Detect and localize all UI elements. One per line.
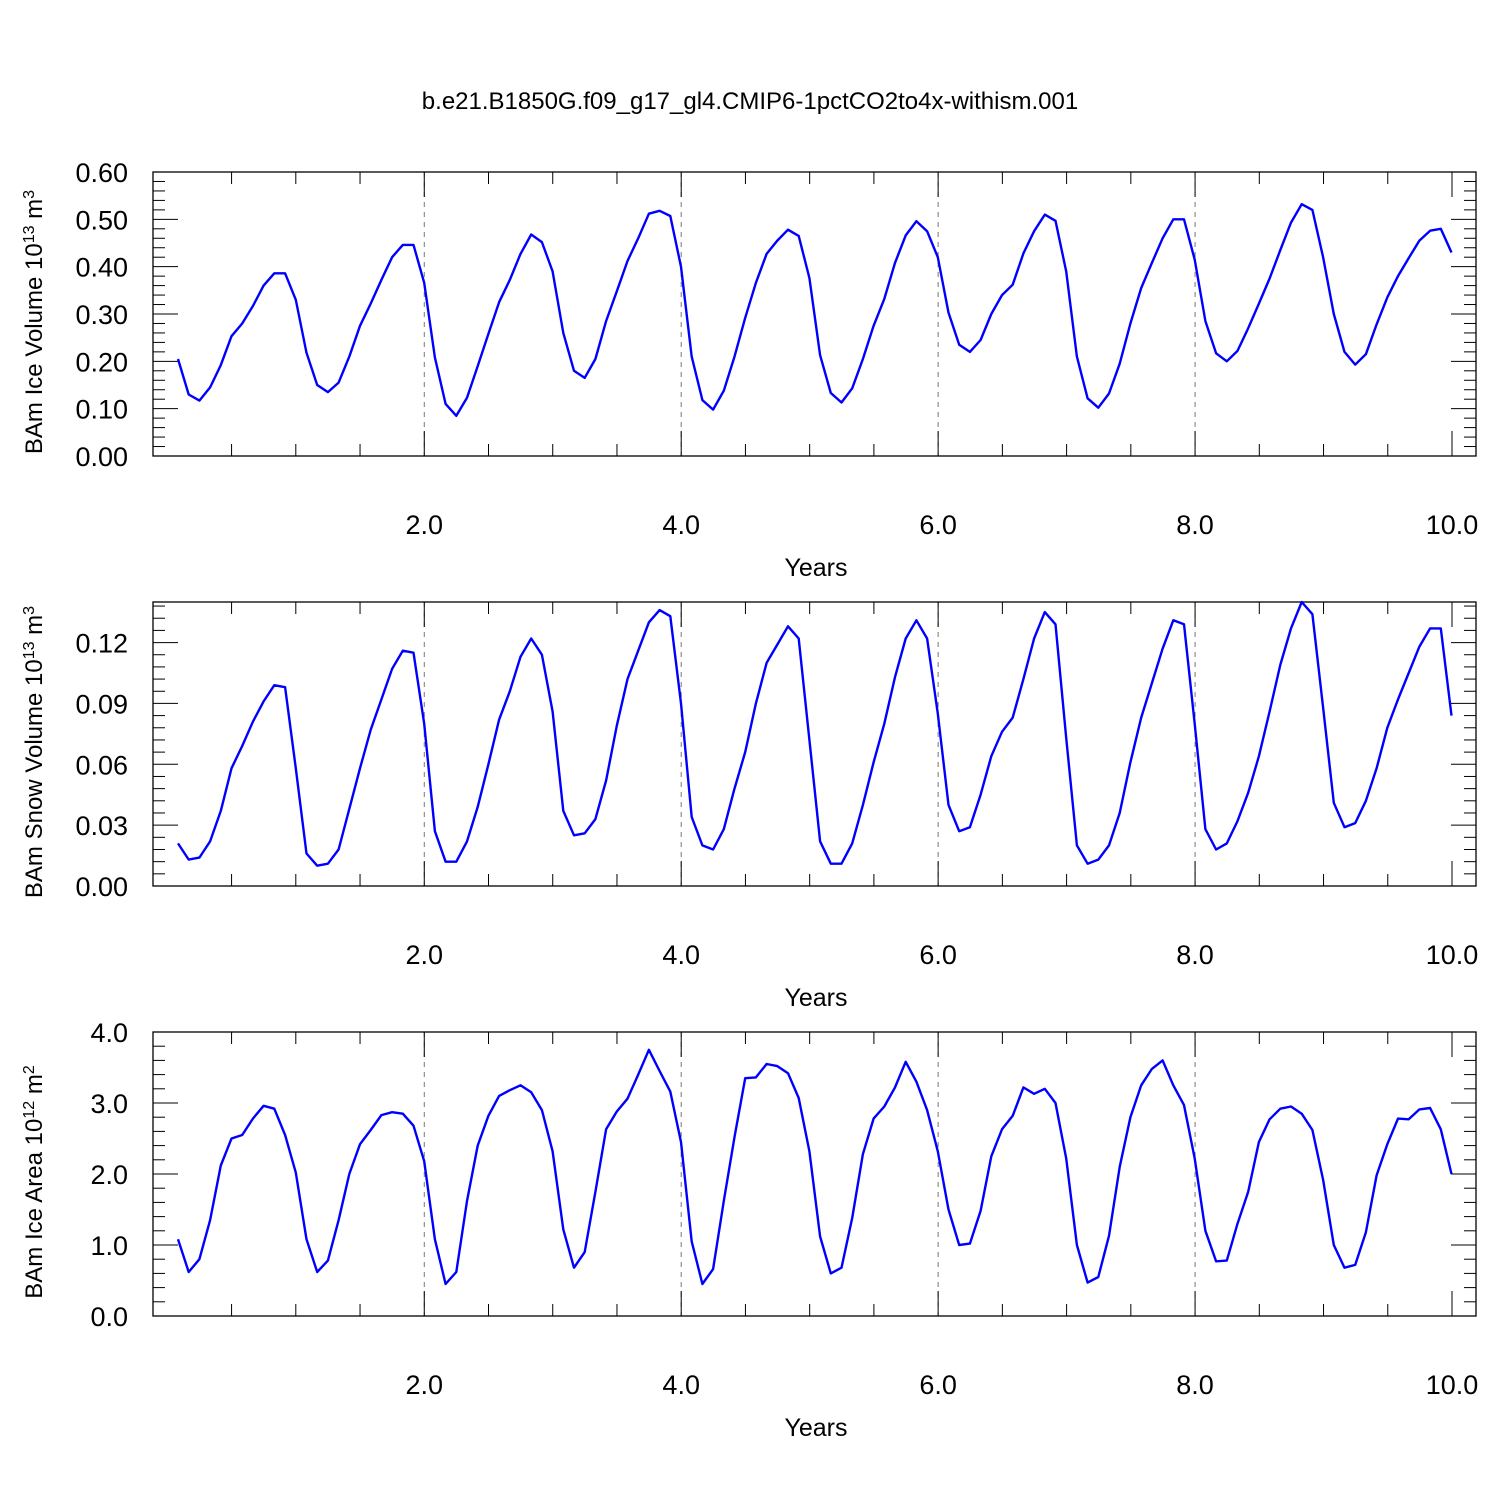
y-axis-label-main: BAm Ice Area 10 <box>21 1119 48 1299</box>
x-tick-label: 8.0 <box>1176 1370 1214 1400</box>
y-axis-label-unit-exp: 3 <box>21 606 38 615</box>
chart-panel-1: 0.00 0.10 0.20 0.30 0.40 0.50 0.60 2.0 4.0 6.0 8.0… <box>21 158 1479 582</box>
x-tick-label: 6.0 <box>919 1370 957 1400</box>
y-tick-label: 0.60 <box>75 158 128 188</box>
figure-title: b.e21.B1850G.f09_g17_gl4.CMIP6-1pctCO2to… <box>422 88 1078 115</box>
plot-frame <box>152 1031 1477 1317</box>
series-line <box>176 600 1453 867</box>
x-tick-label: 8.0 <box>1176 510 1214 540</box>
y-tick-label: 0.00 <box>75 442 128 472</box>
y-tick-label: 0.50 <box>75 205 128 235</box>
y-tick-label: 4.0 <box>90 1018 128 1048</box>
y-axis-label: BAm Ice Area 1012 m2 <box>21 1065 49 1299</box>
y-tick-label: 1.0 <box>90 1231 128 1261</box>
x-tick-label: 2.0 <box>405 510 443 540</box>
y-tick-label: 0.40 <box>75 253 128 283</box>
y-tick-label: 0.10 <box>75 395 128 425</box>
y-axis-label-unit: m <box>21 1074 48 1101</box>
y-tick-label: 2.0 <box>90 1160 128 1190</box>
y-axis-label-unit-exp: 3 <box>21 190 38 199</box>
y-axis-label-main: BAm Ice Volume 10 <box>21 243 48 454</box>
y-axis-label-exp: 13 <box>21 641 38 659</box>
y-axis-label-unit: m <box>21 199 48 226</box>
y-axis-label-unit: m <box>21 615 48 642</box>
x-tick-label: 8.0 <box>1176 940 1214 970</box>
y-tick-label: 3.0 <box>90 1089 128 1119</box>
y-tick-label: 0.00 <box>75 872 128 902</box>
y-tick-label: 0.30 <box>75 300 128 330</box>
y-axis-label-exp: 12 <box>21 1101 38 1119</box>
x-tick-label: 4.0 <box>662 1370 700 1400</box>
chart-panel-2: 0.00 0.03 0.06 0.09 0.12 2.0 4.0 6.0 8.0 10.0 Year… <box>21 600 1479 1012</box>
series-line <box>176 1048 1453 1286</box>
panels: 0.00 0.10 0.20 0.30 0.40 0.50 0.60 2.0 4.0 6.0 8.0… <box>21 158 1479 1442</box>
y-axis-label-unit-exp: 2 <box>21 1065 38 1074</box>
y-tick-label: 0.20 <box>75 347 128 377</box>
x-tick-label: 2.0 <box>405 1370 443 1400</box>
y-tick-label: 0.03 <box>75 811 128 841</box>
y-axis-label: BAm Snow Volume 1013 m3 <box>21 606 49 898</box>
x-axis-label: Years <box>784 1414 847 1442</box>
y-tick-label: 0.0 <box>90 1302 128 1332</box>
series-line <box>176 202 1453 417</box>
y-tick-label: 0.06 <box>75 750 128 780</box>
x-tick-label: 6.0 <box>919 510 957 540</box>
y-axis-label-main: BAm Snow Volume 10 <box>21 659 48 898</box>
x-tick-label: 10.0 <box>1426 510 1479 540</box>
x-tick-label: 2.0 <box>405 940 443 970</box>
x-tick-label: 6.0 <box>919 940 957 970</box>
x-tick-label: 4.0 <box>662 510 700 540</box>
y-axis-label: BAm Ice Volume 1013 m3 <box>21 190 49 454</box>
chart-panel-3: 0.0 1.0 2.0 3.0 4.0 2.0 4.0 6.0 8.0 10.0 Years BAm … <box>21 1018 1479 1442</box>
x-tick-label: 10.0 <box>1426 940 1479 970</box>
x-axis-label: Years <box>784 554 847 582</box>
x-tick-label: 10.0 <box>1426 1370 1479 1400</box>
x-axis-label: Years <box>784 984 847 1012</box>
y-tick-label: 0.12 <box>75 629 128 659</box>
y-axis-label-exp: 13 <box>21 225 38 243</box>
plot-frame <box>152 601 1477 887</box>
y-tick-label: 0.09 <box>75 689 128 719</box>
x-tick-label: 4.0 <box>662 940 700 970</box>
